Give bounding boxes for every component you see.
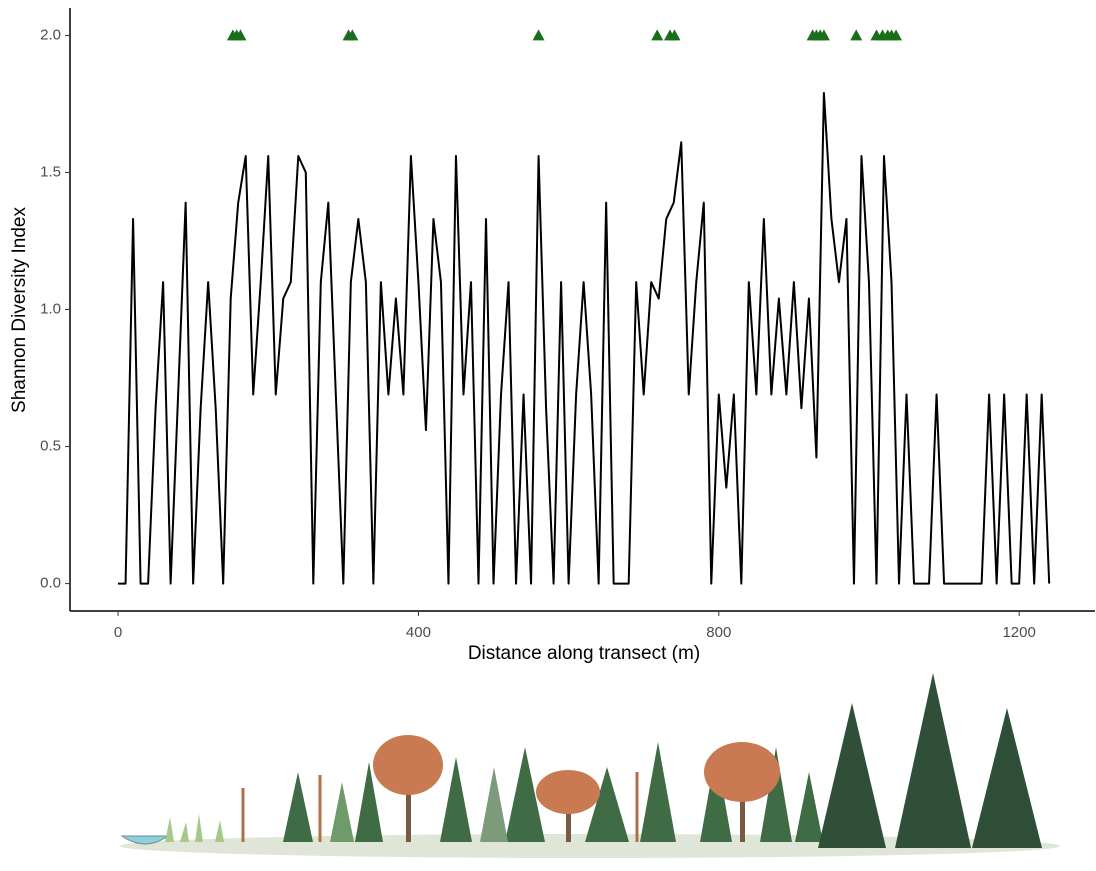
x-tick-label: 400: [406, 624, 431, 641]
x-tick-label: 0: [114, 624, 122, 641]
marker: [850, 29, 862, 40]
y-tick-label: 2.0: [40, 26, 61, 43]
page: Distance along transect (m) Shannon Dive…: [0, 0, 1096, 871]
x-axis-title: Distance along transect (m): [468, 643, 700, 664]
chart: Distance along transect (m) Shannon Dive…: [0, 0, 1096, 866]
marker: [651, 29, 663, 40]
forest-illustration: [120, 673, 1060, 858]
y-tick-label: 1.5: [40, 163, 61, 180]
y-axis-title: Shannon Diversity Index: [9, 207, 30, 413]
marker: [533, 29, 545, 40]
y-tick-label: 0.0: [40, 575, 61, 592]
data-line: [118, 93, 1049, 584]
x-tick-label: 1200: [1002, 624, 1035, 641]
y-tick-label: 1.0: [40, 300, 61, 317]
x-tick-label: 800: [706, 624, 731, 641]
y-tick-label: 0.5: [40, 438, 61, 455]
